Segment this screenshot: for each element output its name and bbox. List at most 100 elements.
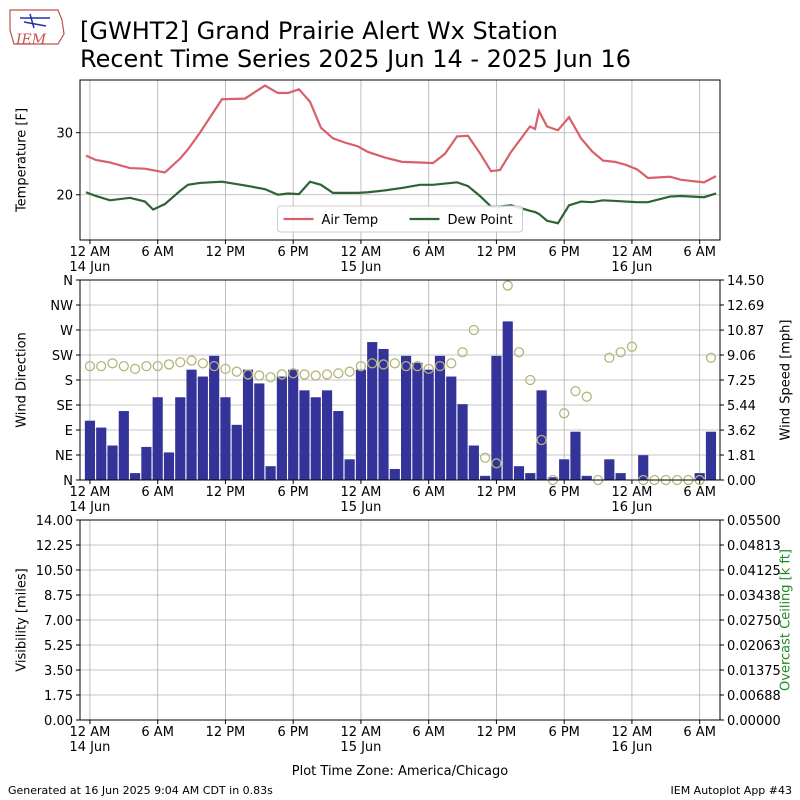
x-tick-label: 12 PM [205,725,246,740]
plot-frame [79,279,721,481]
wind-speed-bar [130,473,141,480]
wind-direction-point [389,358,400,369]
wind-speed-bar [480,475,491,480]
wind-direction-point [536,434,547,446]
wind-speed-bar [355,369,367,480]
y-tick-label: S [65,374,73,389]
wind-speed-bar [333,411,344,480]
y-tick-label: 20 [56,189,73,204]
wind-speed-bar [175,397,186,480]
wind-direction-point [220,363,231,375]
x-tick-label: 6 AM [141,245,174,260]
wind-speed-bar [446,376,457,480]
x-tick-label: 12 AM 14 Jun [69,485,111,515]
y2-tick-label: 0.02750 [727,614,781,629]
wind-direction-point [434,360,446,372]
wind-direction-point [457,347,468,358]
wind-speed-bar [107,445,118,480]
y2-tick-label: 1.81 [727,449,756,464]
legend-label: Air Temp [322,213,379,228]
y-tick-label: 30 [56,127,73,142]
y-tick-label: SW [52,349,73,364]
footer-right: IEM Autoplot App #43 [670,784,793,797]
x-tick-label: 6 AM [683,485,716,500]
line-series [85,84,717,184]
wind-direction-point [423,363,434,375]
wind-speed-bar [310,397,321,480]
wind-direction-point [186,355,197,366]
x-tick-label: 6 PM [277,485,309,500]
wind-speed-bar [186,369,197,480]
y-tick-label: N [63,474,73,489]
x-tick-label: 6 AM [683,245,716,260]
x-tick-label: 12 AM 16 Jun [611,485,653,515]
wind-direction-point [344,366,355,377]
wind-speed-bar [638,455,649,480]
wind-direction-point [276,369,288,380]
wind-speed-bar [299,390,310,480]
grid [80,519,720,721]
wind-speed-bar [254,383,265,480]
wind-speed-bar [152,397,163,480]
wind-speed-bar [389,468,400,480]
wind-speed-bar [118,411,129,480]
y2-tick-label: 0.01375 [727,664,781,679]
wind-direction-point [479,452,491,463]
footer-left: Generated at 16 Jun 2025 9:04 AM CDT in … [8,784,273,797]
y2-tick-label: 0.04813 [727,539,781,554]
y-tick-label: 10.50 [36,564,73,579]
wind-speed-bar [141,446,152,480]
wind-direction-point [333,368,344,379]
x-tick-label: 12 AM 14 Jun [69,245,111,275]
x-tick-label: 12 PM [476,725,517,740]
wind-direction-point [129,363,141,375]
wind-direction-point [254,370,265,381]
y-tick-label: 5.25 [44,639,73,654]
x-tick-label: 6 PM [548,725,580,740]
line-series [85,180,717,225]
y-tick-label: 3.50 [44,664,73,679]
x-tick-label: 6 AM [412,245,445,260]
wind-speed-bar [412,362,423,480]
y2-tick-label: 3.62 [727,424,756,439]
y-tick-label: 8.75 [44,589,73,604]
y-tick-label: 14.00 [36,514,73,529]
x-tick-label: 12 PM [476,245,517,260]
wind-direction-point [570,385,581,397]
wind-speed-bar [220,397,231,480]
x-tick-label: 6 AM [141,725,174,740]
wind-speed-bar [491,355,502,480]
y-tick-label: 1.75 [44,689,73,704]
wind-speed-bar [344,459,355,480]
wind-direction-point [118,360,129,372]
wind-speed-bar [276,376,287,480]
wind-speed-bar [559,459,570,480]
wind-direction-point [525,374,536,386]
subtitle: Recent Time Series 2025 Jun 14 - 2025 Ju… [80,45,632,73]
wind-speed-bar [468,445,479,480]
logo-text: IEM [15,32,47,48]
y2-axis-label: Overcast Ceiling [k ft] [779,549,794,691]
x-tick-label: 6 AM [683,725,716,740]
y-tick-label: N [63,274,73,289]
wind-direction-point [491,458,502,469]
wind-direction-point [175,357,186,368]
y2-tick-label: 0.04125 [727,564,781,579]
x-tick-label: 6 PM [548,485,580,500]
y2-tick-label: 5.44 [727,399,756,414]
y2-tick-label: 0.02063 [727,639,781,654]
legend-box [277,205,523,233]
y2-tick-label: 14.50 [727,274,764,289]
wind-direction-point [615,347,626,358]
wind-direction-point [468,324,479,336]
wind-direction-point [581,391,592,402]
y2-tick-label: 0.05500 [727,514,781,529]
y2-tick-label: 0.00000 [727,714,781,729]
wind-direction-point [84,360,96,372]
x-tick-label: 12 AM 15 Jun [340,245,382,275]
x-tick-label: 6 PM [277,245,309,260]
wind-speed-bar [434,355,446,480]
x-tick-label: 12 AM 14 Jun [69,725,111,755]
wind-direction-point [559,408,570,419]
